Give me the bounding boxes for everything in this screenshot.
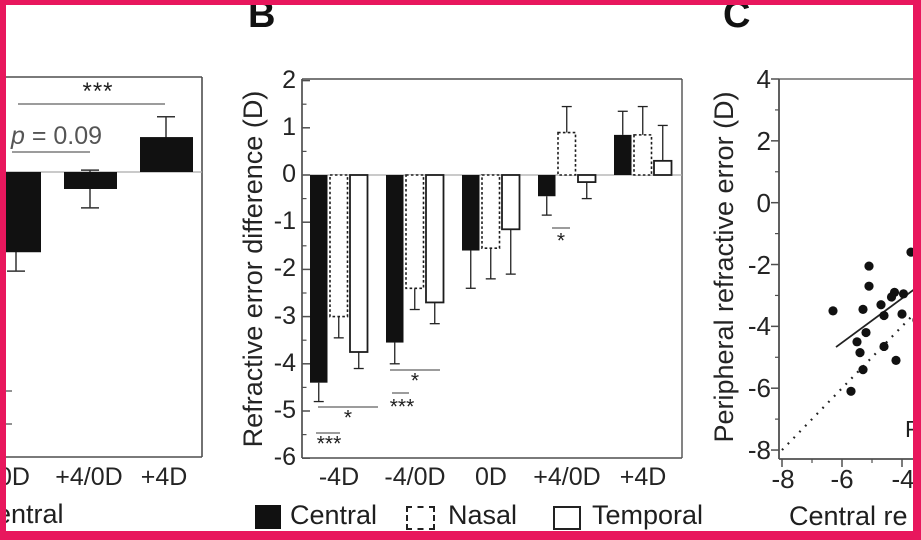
panel-a-p-value: = 0.09	[24, 122, 103, 150]
panel-c-data-point	[897, 309, 907, 319]
panel-c-ytick-label: -2	[747, 249, 771, 280]
panel-c-xtick-0: -8	[771, 464, 795, 494]
panel-a-xtick-1: +4/0D	[55, 463, 123, 491]
legend-label-central: Central	[290, 500, 378, 530]
panel-b-xtick-0: -4D	[318, 463, 360, 491]
panel-c-data-point	[852, 337, 862, 347]
panel-b-ytick-label: -6	[273, 443, 296, 472]
panel-c-data-point	[898, 289, 909, 299]
panel-b-bar-temporal	[577, 174, 597, 183]
panel-c-data-point	[828, 306, 838, 316]
panel-c-ytick-label: 0	[756, 187, 771, 218]
panel-b-sig-stars: *	[344, 406, 352, 429]
panel-c-data-point	[855, 348, 865, 358]
panel-b-bar-temporal	[501, 174, 521, 231]
panel-b-bar-nasal	[405, 174, 425, 290]
panel-b-ytick-label: 2	[282, 65, 296, 94]
panel-b-sig-stars: *	[557, 229, 565, 252]
legend-label-temporal: Temporal	[592, 500, 704, 530]
panel-b-xtick-4: +4D	[619, 463, 667, 491]
panel-b-bar-temporal	[425, 174, 445, 304]
legend-swatch-temporal	[553, 506, 581, 530]
panel-b-bar-nasal	[557, 131, 577, 176]
panel-b-ytick-label: 0	[282, 160, 296, 188]
panel-b-xtick-1: -4/0D	[384, 463, 446, 491]
panel-c-data-point	[864, 261, 874, 271]
panel-a-p-label: p = 0.09	[11, 122, 102, 151]
panel-b-bar-temporal	[349, 174, 369, 353]
panel-c-data-point	[879, 341, 889, 352]
frame-right	[913, 0, 921, 540]
panel-c-ytick-label: -4	[747, 311, 771, 342]
panel-c-data-point	[858, 304, 868, 314]
panel-a-p-var: p	[11, 122, 25, 150]
panel-c-letter: C	[723, 0, 751, 36]
panel-b-bar-central	[310, 175, 328, 383]
legend-label-nasal: Nasal	[448, 500, 518, 530]
panel-c-data-point	[858, 365, 868, 375]
panel-c-ytick-label: -8	[747, 435, 771, 466]
panel-c-data-point	[879, 310, 889, 321]
panel-b-bar-central	[386, 175, 404, 343]
panel-a-bar	[64, 172, 117, 189]
panel-b-ytick-label: -2	[273, 254, 296, 283]
legend-swatch-nasal	[406, 506, 435, 530]
panel-a-bar	[0, 172, 41, 253]
panel-c-ytick-label: -6	[747, 373, 771, 404]
panel-b-bar-central	[462, 175, 480, 251]
panel-b-sig-stars: ***	[317, 432, 342, 455]
panel-c-ytick-label: 2	[756, 125, 771, 156]
panel-b-bar-nasal	[633, 134, 653, 176]
panel-b-bar-central	[538, 175, 556, 197]
frame-bottom	[0, 531, 921, 540]
panel-c-xtick-1: -6	[830, 464, 854, 494]
panel-b-ytick-label: -4	[273, 348, 296, 377]
panel-b-sig-stars: *	[411, 369, 419, 392]
panel-c-identity-line	[781, 305, 921, 451]
panel-b-bar-temporal	[653, 159, 673, 176]
panel-a-xtick-2: +4D	[140, 463, 188, 491]
panel-b-ytick-label: 1	[282, 112, 296, 141]
frame-left	[0, 0, 6, 540]
panel-b-bar-nasal	[329, 174, 349, 318]
frame-top	[0, 0, 921, 5]
panel-c-data-point	[861, 327, 871, 338]
panel-b-letter: B	[248, 0, 276, 36]
panel-c-data-point	[864, 281, 874, 291]
panel-c-data-point	[886, 292, 897, 302]
panel-b-bar-nasal	[481, 174, 501, 249]
panel-c-xtick-2: -4	[891, 464, 915, 494]
panel-c-data-point	[891, 355, 901, 365]
panel-b-sig-stars: ***	[390, 395, 415, 418]
panel-b-ytick-label: -5	[273, 396, 296, 424]
panel-c-data-point	[846, 386, 856, 396]
panel-b-ytick-label: -3	[273, 301, 296, 330]
panel-b-bar-central	[614, 134, 632, 175]
panel-b-xtick-2: 0D	[475, 463, 507, 491]
panel-a-legend-partial: entral	[0, 499, 64, 529]
panel-c-ytick-label: 4	[756, 64, 771, 94]
panel-b-ytick-label: -1	[273, 207, 296, 236]
panel-a-sig-stars: ***	[82, 78, 114, 105]
panel-a-bar	[140, 137, 193, 172]
panel-b-xtick-3: +4/0D	[533, 463, 601, 491]
legend-swatch-central	[255, 505, 281, 529]
panel-c-x-axis-title: Central re	[789, 501, 908, 531]
panel-a-xtick-0: 0D	[0, 463, 30, 491]
panel-c-data-point	[876, 300, 886, 310]
